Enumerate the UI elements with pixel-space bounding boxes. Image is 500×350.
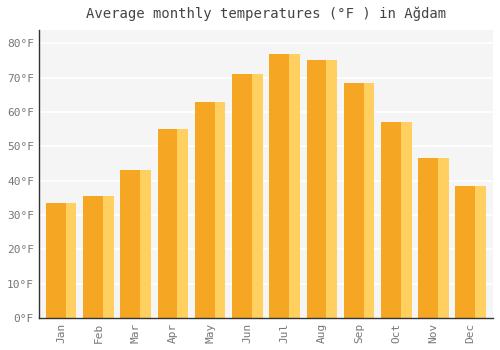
- Bar: [158, 129, 178, 318]
- Bar: [438, 158, 448, 318]
- Bar: [381, 122, 401, 318]
- Bar: [456, 186, 475, 318]
- Bar: [401, 122, 411, 318]
- Bar: [66, 203, 76, 318]
- Bar: [103, 196, 114, 318]
- Bar: [418, 158, 438, 318]
- Bar: [214, 102, 226, 318]
- Bar: [306, 61, 326, 318]
- Bar: [140, 170, 151, 318]
- Bar: [344, 83, 363, 318]
- Bar: [252, 74, 262, 318]
- Bar: [178, 129, 188, 318]
- Bar: [364, 83, 374, 318]
- Bar: [232, 74, 252, 318]
- Bar: [326, 61, 337, 318]
- Bar: [120, 170, 140, 318]
- Bar: [476, 186, 486, 318]
- Bar: [46, 203, 66, 318]
- Bar: [195, 102, 214, 318]
- Title: Average monthly temperatures (°F ) in Ağdam: Average monthly temperatures (°F ) in Ağ…: [86, 7, 446, 21]
- Bar: [289, 54, 300, 318]
- Bar: [83, 196, 103, 318]
- Bar: [270, 54, 289, 318]
